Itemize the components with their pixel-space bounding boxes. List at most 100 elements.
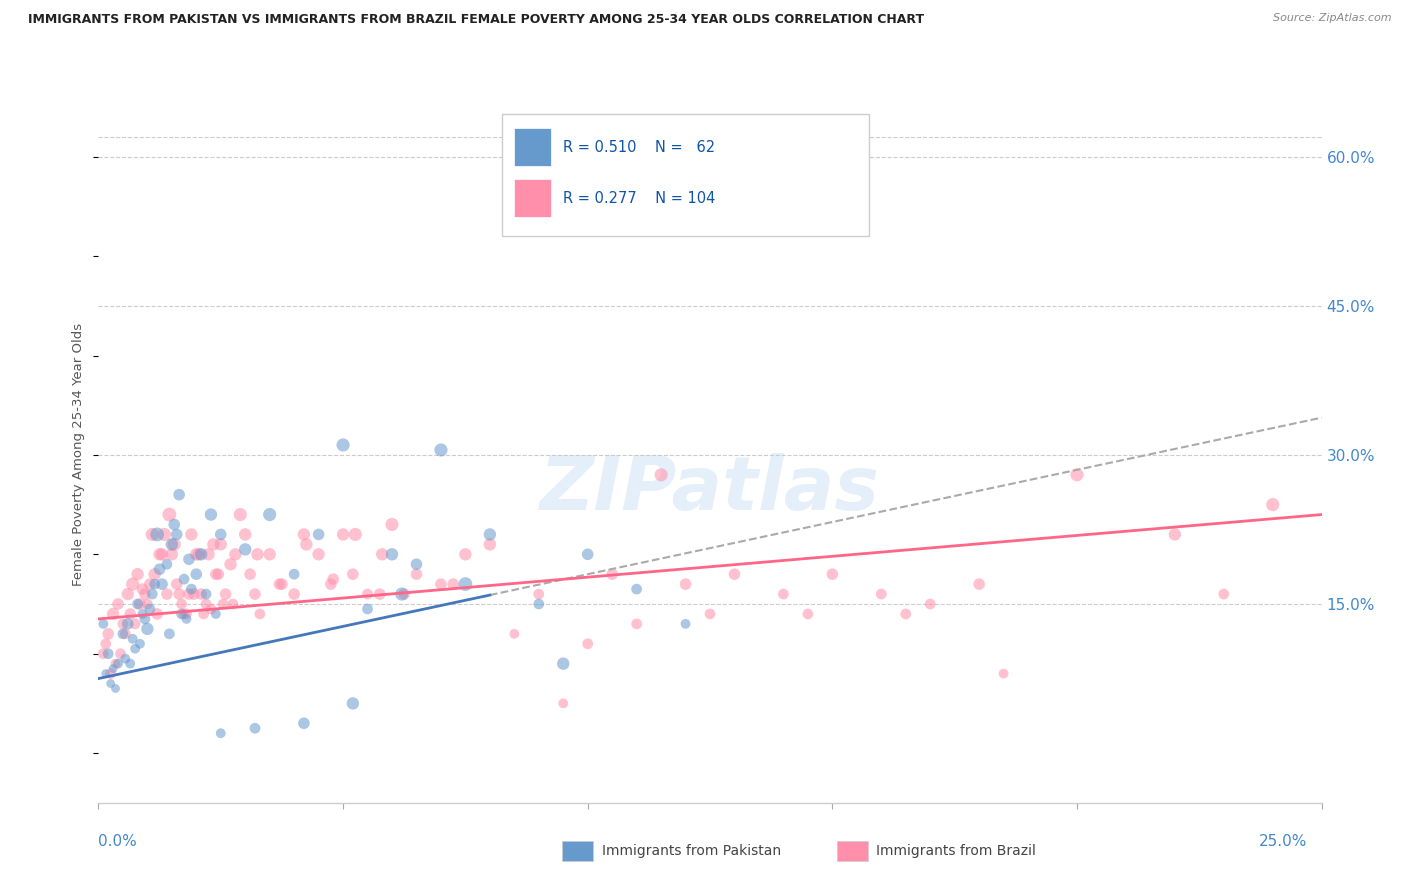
Point — [176, 607, 198, 621]
Point — [344, 527, 367, 541]
Point — [205, 607, 228, 621]
Point — [209, 527, 232, 541]
Point — [214, 587, 236, 601]
Point — [131, 607, 153, 621]
Point — [1066, 467, 1088, 482]
Point — [153, 527, 176, 541]
Point — [170, 597, 193, 611]
Point — [503, 627, 526, 641]
Point — [101, 607, 124, 621]
Point — [111, 627, 134, 641]
Point — [146, 607, 169, 621]
Text: ZIPatlas: ZIPatlas — [540, 453, 880, 526]
Point — [124, 641, 146, 656]
Point — [114, 651, 136, 665]
Point — [134, 587, 156, 601]
Point — [576, 637, 599, 651]
Text: Immigrants from Brazil: Immigrants from Brazil — [876, 844, 1036, 858]
Point — [139, 602, 162, 616]
Point — [166, 577, 188, 591]
Point — [308, 547, 330, 561]
Text: R = 0.510    N =   62: R = 0.510 N = 62 — [564, 140, 716, 155]
Point — [356, 587, 378, 601]
Point — [675, 577, 697, 591]
Point — [150, 577, 173, 591]
Point — [180, 582, 202, 596]
Point — [209, 726, 232, 740]
Point — [163, 537, 186, 551]
Point — [167, 587, 190, 601]
Point — [195, 597, 218, 611]
Point — [920, 597, 942, 611]
Point — [120, 607, 142, 621]
Point — [430, 577, 453, 591]
Point — [141, 527, 163, 541]
Point — [167, 488, 190, 502]
Text: Source: ZipAtlas.com: Source: ZipAtlas.com — [1274, 13, 1392, 23]
Point — [157, 508, 180, 522]
Point — [91, 647, 114, 661]
Point — [233, 527, 256, 541]
Point — [292, 527, 315, 541]
Point — [332, 438, 354, 452]
Point — [356, 602, 378, 616]
Point — [381, 547, 404, 561]
Point — [173, 607, 195, 621]
Point — [478, 527, 501, 541]
Point — [342, 697, 364, 711]
Point — [111, 616, 134, 631]
Point — [121, 577, 143, 591]
Point — [186, 567, 208, 582]
Point — [129, 597, 152, 611]
Point — [870, 587, 893, 601]
Point — [107, 657, 129, 671]
Bar — [515, 128, 551, 166]
Point — [160, 537, 183, 551]
Point — [121, 632, 143, 646]
Point — [177, 587, 200, 601]
Point — [269, 577, 291, 591]
FancyBboxPatch shape — [502, 114, 869, 235]
Text: IMMIGRANTS FROM PAKISTAN VS IMMIGRANTS FROM BRAZIL FEMALE POVERTY AMONG 25-34 YE: IMMIGRANTS FROM PAKISTAN VS IMMIGRANTS F… — [28, 13, 924, 27]
Point — [283, 567, 305, 582]
Point — [332, 527, 354, 541]
Point — [259, 547, 281, 561]
Point — [139, 577, 162, 591]
Point — [308, 527, 330, 541]
Point — [821, 567, 844, 582]
Point — [97, 647, 120, 661]
Point — [405, 558, 427, 572]
Point — [576, 547, 599, 561]
Point — [626, 616, 648, 631]
Point — [193, 607, 215, 621]
Point — [381, 517, 404, 532]
Text: Immigrants from Pakistan: Immigrants from Pakistan — [602, 844, 780, 858]
Point — [124, 616, 146, 631]
Point — [246, 547, 269, 561]
Point — [180, 527, 202, 541]
Point — [249, 607, 271, 621]
Point — [117, 616, 139, 631]
Point — [295, 537, 318, 551]
Point — [319, 577, 342, 591]
Point — [270, 577, 294, 591]
Point — [371, 547, 394, 561]
Point — [100, 676, 122, 690]
Point — [391, 587, 413, 601]
Point — [104, 657, 127, 671]
Point — [993, 666, 1015, 681]
Point — [97, 627, 120, 641]
Point — [405, 567, 427, 582]
Point — [675, 616, 697, 631]
Point — [129, 637, 152, 651]
Point — [156, 587, 179, 601]
Point — [110, 647, 132, 661]
Point — [200, 508, 222, 522]
Point — [219, 558, 242, 572]
Point — [1261, 498, 1284, 512]
Point — [150, 547, 173, 561]
Point — [1212, 587, 1234, 601]
Point — [342, 567, 364, 582]
Point — [229, 508, 252, 522]
Point — [200, 602, 222, 616]
